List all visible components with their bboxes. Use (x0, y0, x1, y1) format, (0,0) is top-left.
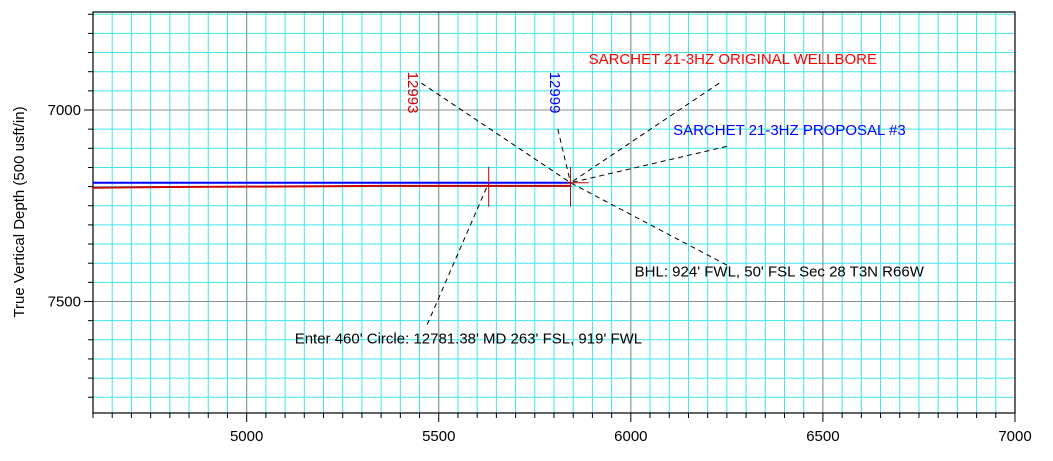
y-tick-label: 7500 (48, 294, 81, 311)
major-gridlines (93, 12, 1016, 413)
annotations: 12993 12999 SARCHET 21-3HZ ORIGINAL WELLBO… (295, 51, 925, 348)
series-markers (488, 166, 589, 207)
leader-line (570, 82, 720, 184)
x-tick-label: 7000 (998, 428, 1031, 445)
x-tick-label: 5000 (230, 428, 263, 445)
series-lines (92, 181, 572, 189)
annotation-label: SARCHET 21-3HZ ORIGINAL WELLBORE (589, 51, 877, 68)
series-line (92, 184, 572, 189)
x-tick-label: 5500 (422, 428, 455, 445)
x-tick-label: 6000 (614, 428, 647, 445)
leader-line (426, 182, 490, 325)
annotation-label: 12993 (404, 72, 421, 114)
annotation-label: SARCHET 21-3HZ PROPOSAL #3 (673, 122, 906, 139)
y-tick-label: 7000 (48, 102, 81, 119)
leader-line (557, 129, 572, 183)
y-axis-label: True Vertical Depth (500 usft/in) (11, 106, 28, 317)
annotation-leaders (421, 82, 728, 325)
annotation-label: BHL: 924' FWL, 50' FSL Sec 28 T3N R66W (635, 264, 925, 281)
axis-ticks (84, 13, 1016, 422)
leader-line (570, 182, 728, 266)
x-tick-label: 6500 (806, 428, 839, 445)
annotation-label: Enter 460' Circle: 12781.38' MD 263' FSL… (295, 331, 642, 348)
annotation-label: 12999 (546, 72, 563, 114)
tick-labels: 5000 5500 6000 6500 7000 7000 7500 (48, 102, 1032, 445)
leader-line (421, 82, 571, 184)
